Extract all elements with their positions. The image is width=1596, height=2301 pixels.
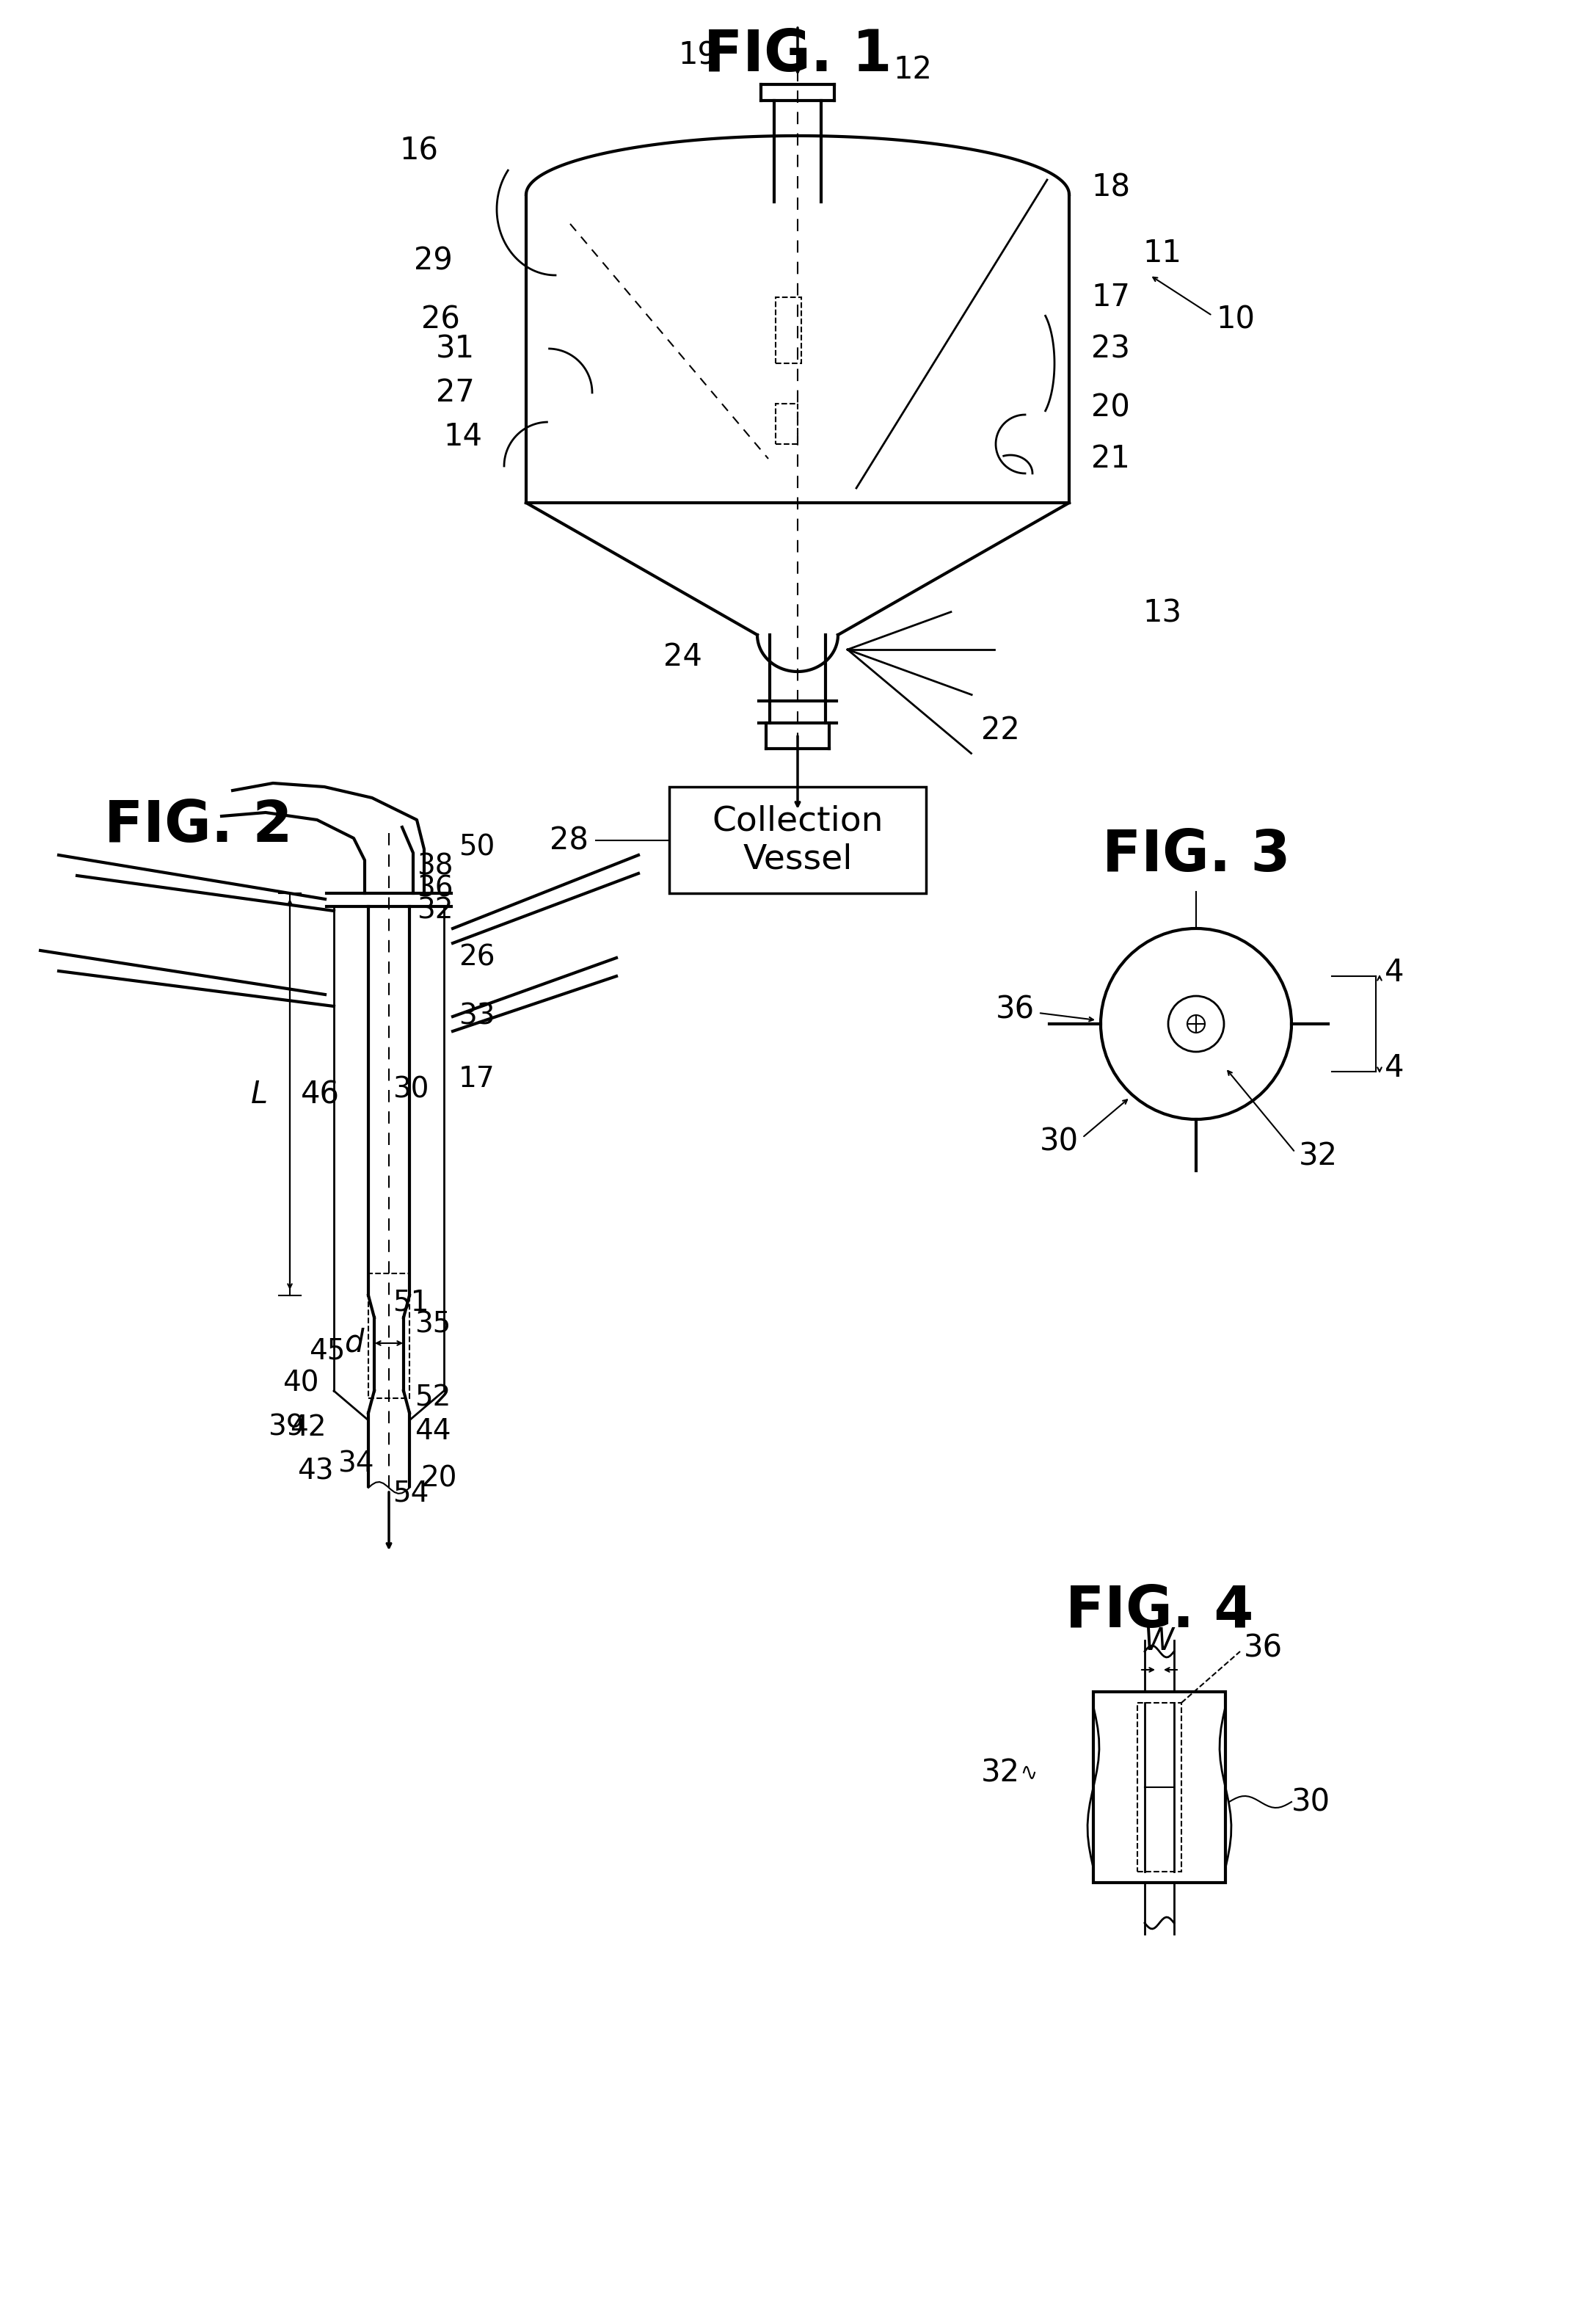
Text: 20: 20 [1092, 391, 1130, 423]
Text: FIG. 4: FIG. 4 [1065, 1583, 1253, 1638]
Bar [776, 403, 798, 444]
Text: 36: 36 [1243, 1631, 1283, 1664]
Text: 21: 21 [1092, 444, 1130, 474]
Text: 11: 11 [1143, 237, 1181, 269]
Text: FIG. 3: FIG. 3 [1101, 826, 1290, 884]
Text: 32: 32 [1299, 1141, 1337, 1171]
Text: 40: 40 [282, 1369, 319, 1397]
Text: 14: 14 [444, 421, 482, 451]
Text: 13: 13 [1143, 598, 1181, 628]
Bar [776, 297, 801, 364]
Text: 34: 34 [338, 1450, 373, 1477]
Text: 39: 39 [268, 1413, 305, 1440]
Text: 10: 10 [1216, 304, 1254, 334]
Bar [1093, 1691, 1226, 1882]
Text: 42: 42 [290, 1413, 326, 1440]
Text: 30: 30 [1291, 1786, 1331, 1818]
Text: L: L [251, 1079, 268, 1109]
Text: 26: 26 [458, 943, 495, 971]
Text: 17: 17 [1092, 281, 1130, 313]
Text: 46: 46 [302, 1079, 340, 1109]
Text: 36: 36 [996, 994, 1034, 1024]
Text: 35: 35 [415, 1312, 450, 1339]
Text: 23: 23 [1092, 334, 1130, 364]
Text: d: d [343, 1328, 364, 1358]
Text: 30: 30 [1039, 1125, 1079, 1157]
Text: 50: 50 [458, 833, 495, 861]
Text: 31: 31 [436, 334, 474, 364]
Text: FIG. 2: FIG. 2 [104, 798, 292, 854]
Text: 22: 22 [982, 716, 1020, 746]
Text: 33: 33 [458, 1003, 495, 1031]
Text: 44: 44 [415, 1417, 452, 1445]
Text: 32: 32 [417, 895, 453, 925]
Bar [369, 1272, 410, 1399]
Text: 4: 4 [1385, 957, 1404, 987]
Text: FIG. 1: FIG. 1 [704, 28, 892, 83]
Text: 43: 43 [297, 1457, 334, 1486]
Text: 20: 20 [420, 1466, 456, 1493]
Text: 16: 16 [399, 136, 437, 166]
Text: W: W [1144, 1627, 1175, 1657]
Text: 32: 32 [982, 1758, 1020, 1788]
Text: 28: 28 [549, 826, 589, 856]
Text: 24: 24 [664, 642, 702, 672]
Bar [669, 787, 926, 893]
Text: 52: 52 [415, 1385, 450, 1413]
Text: 51: 51 [393, 1289, 429, 1316]
Text: 4: 4 [1385, 1052, 1404, 1084]
Text: 29: 29 [413, 246, 453, 276]
Text: 26: 26 [421, 304, 460, 334]
Bar [1138, 1703, 1181, 1871]
Text: 27: 27 [436, 377, 474, 407]
Text: 45: 45 [308, 1337, 345, 1364]
Text: 17: 17 [458, 1065, 495, 1093]
Text: 54: 54 [393, 1480, 429, 1507]
Text: Collection
Vessel: Collection Vessel [712, 805, 883, 877]
Text: 12: 12 [894, 55, 932, 85]
Text: 30: 30 [393, 1077, 429, 1104]
Text: 38: 38 [417, 851, 453, 879]
Text: 36: 36 [417, 874, 453, 902]
Text: 18: 18 [1092, 173, 1130, 202]
Text: 19: 19 [678, 39, 717, 71]
